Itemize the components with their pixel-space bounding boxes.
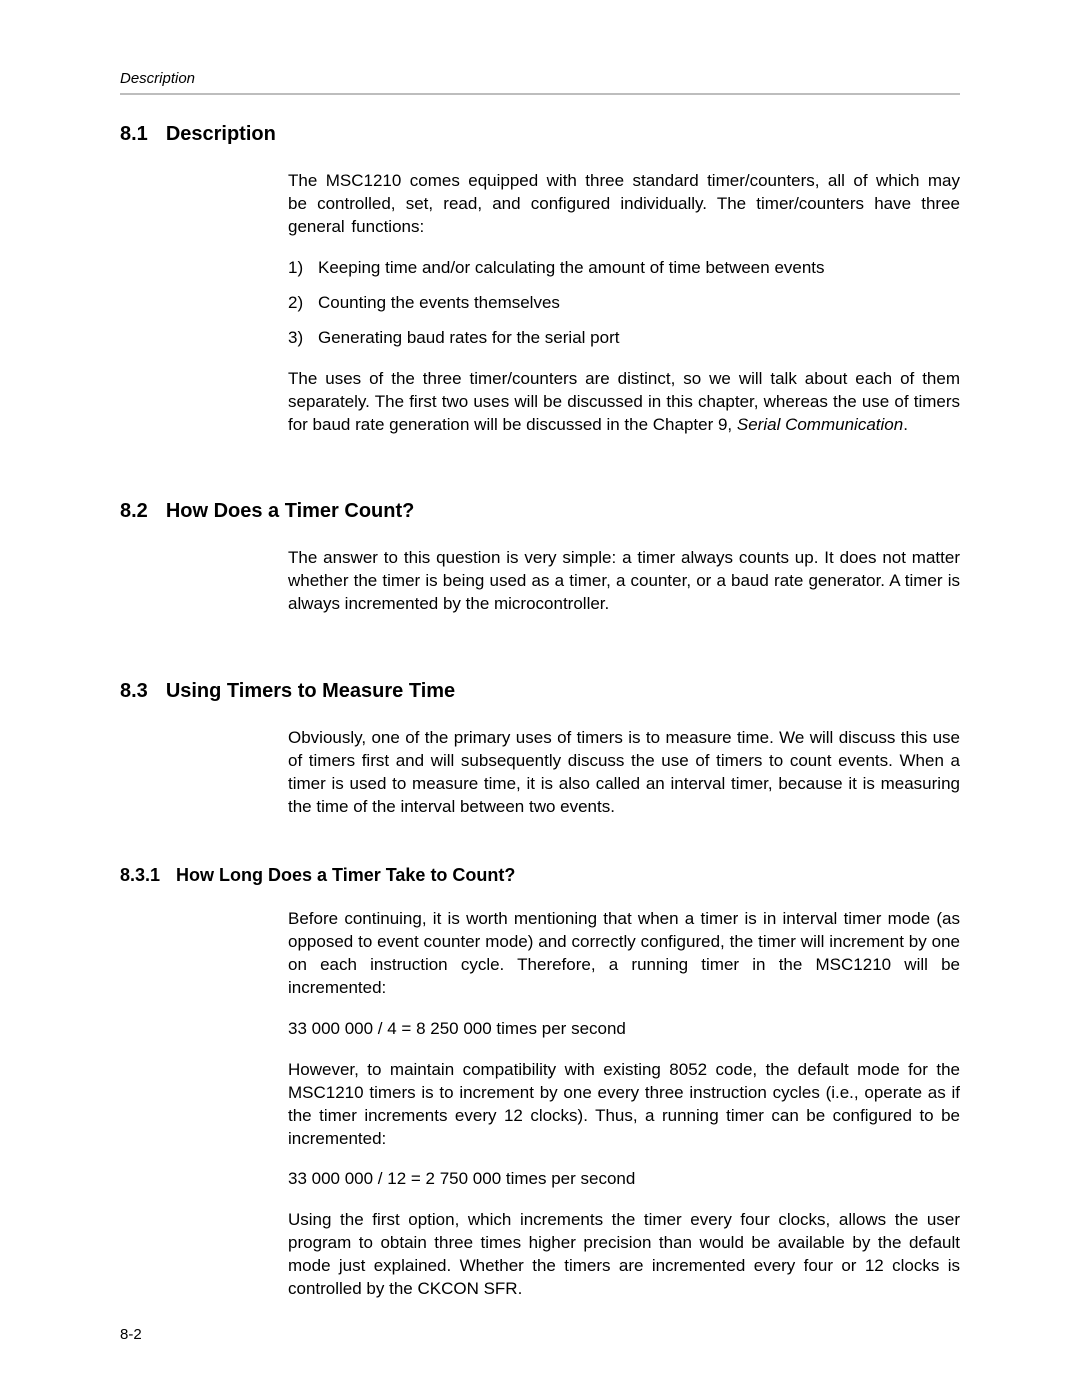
section-number: 8.3.1: [120, 865, 160, 886]
section-title: How Long Does a Timer Take to Count?: [176, 865, 515, 885]
page-number: 8-2: [120, 1326, 142, 1343]
list-number: 2): [288, 292, 318, 315]
ordered-list: 1) Keeping time and/or calculating the a…: [288, 257, 960, 350]
paragraph: Obviously, one of the primary uses of ti…: [288, 727, 960, 819]
list-text: Keeping time and/or calculating the amou…: [318, 257, 825, 280]
list-number: 3): [288, 327, 318, 350]
list-item: 3) Generating baud rates for the serial …: [288, 327, 960, 350]
list-item: 1) Keeping time and/or calculating the a…: [288, 257, 960, 280]
section-8-1-heading: 8.1 Description: [120, 123, 960, 146]
running-header: Description: [120, 70, 960, 95]
text-italic: Serial Communication: [737, 415, 903, 434]
section-8-3-body: Obviously, one of the primary uses of ti…: [288, 727, 960, 819]
section-title: Description: [166, 123, 276, 145]
list-item: 2) Counting the events themselves: [288, 292, 960, 315]
paragraph: However, to maintain compatibility with …: [288, 1059, 960, 1151]
paragraph: The MSC1210 comes equipped with three st…: [288, 170, 960, 239]
section-8-2-body: The answer to this question is very simp…: [288, 547, 960, 616]
section-8-2-heading: 8.2 How Does a Timer Count?: [120, 500, 960, 523]
paragraph: The answer to this question is very simp…: [288, 547, 960, 616]
paragraph: The uses of the three timer/counters are…: [288, 368, 960, 437]
section-8-3-1-heading: 8.3.1 How Long Does a Timer Take to Count…: [120, 865, 960, 886]
section-number: 8.2: [120, 500, 148, 523]
text-run: .: [903, 415, 908, 434]
section-number: 8.1: [120, 123, 148, 146]
section-8-3-1-body: Before continuing, it is worth mentionin…: [288, 908, 960, 1301]
equation: 33 000 000 / 12 = 2 750 000 times per se…: [288, 1168, 960, 1191]
equation: 33 000 000 / 4 = 8 250 000 times per sec…: [288, 1018, 960, 1041]
list-text: Generating baud rates for the serial por…: [318, 327, 619, 350]
page: Description 8.1 Description The MSC1210 c…: [0, 0, 1080, 1397]
section-title: Using Timers to Measure Time: [166, 680, 455, 702]
section-8-3-heading: 8.3 Using Timers to Measure Time: [120, 680, 960, 703]
paragraph: Using the first option, which increments…: [288, 1209, 960, 1301]
list-text: Counting the events themselves: [318, 292, 560, 315]
section-number: 8.3: [120, 680, 148, 703]
section-title: How Does a Timer Count?: [166, 500, 415, 522]
list-number: 1): [288, 257, 318, 280]
paragraph: Before continuing, it is worth mentionin…: [288, 908, 960, 1000]
section-8-1-body: The MSC1210 comes equipped with three st…: [288, 170, 960, 436]
